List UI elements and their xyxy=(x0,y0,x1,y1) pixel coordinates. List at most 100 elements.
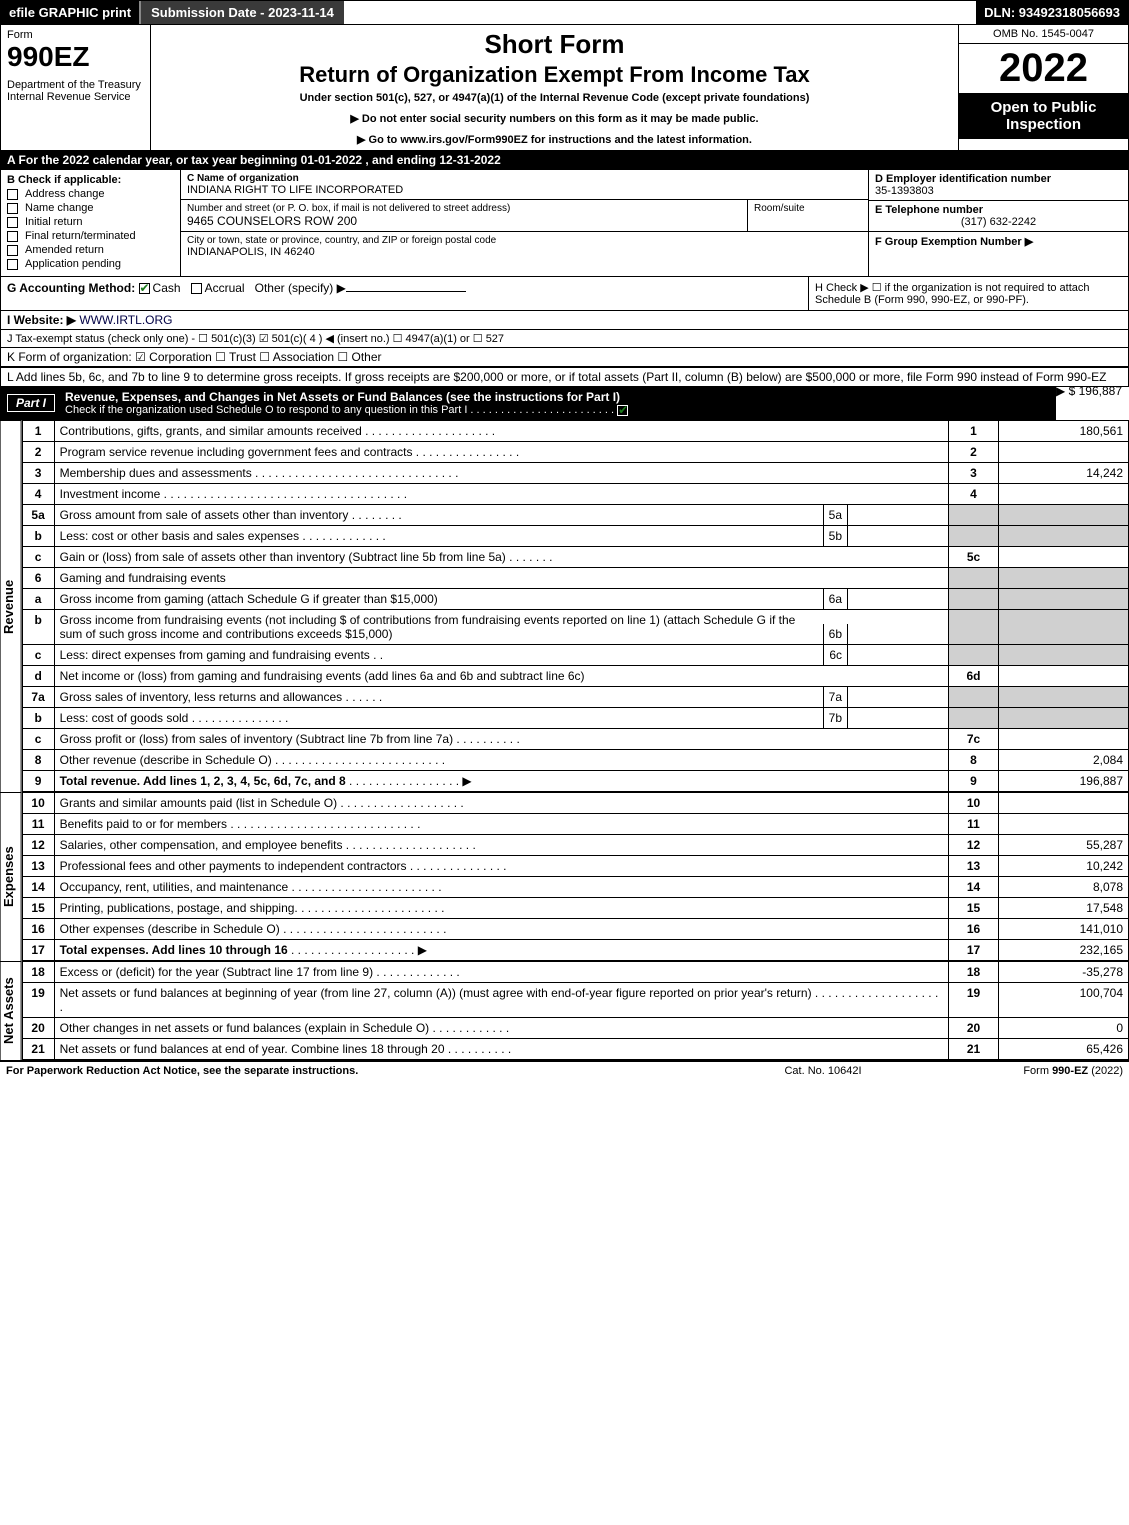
table-row: 10Grants and similar amounts paid (list … xyxy=(22,793,1128,814)
line-num: 6 xyxy=(22,568,54,589)
check-address[interactable]: Address change xyxy=(7,188,174,200)
org-name-block: C Name of organization INDIANA RIGHT TO … xyxy=(181,170,868,200)
line-text: Net assets or fund balances at end of ye… xyxy=(54,1039,948,1060)
expenses-sidelabel: Expenses xyxy=(0,792,22,961)
line-num: 10 xyxy=(22,793,54,814)
open-public: Open to Public Inspection xyxy=(959,93,1128,139)
line-text: Investment income . . . . . . . . . . . … xyxy=(54,484,948,505)
table-row: 1Contributions, gifts, grants, and simil… xyxy=(22,421,1128,442)
line-num: 7a xyxy=(22,687,54,708)
line-text: Professional fees and other payments to … xyxy=(54,856,948,877)
line-box: 10 xyxy=(949,793,999,814)
checkbox-cash-icon xyxy=(139,283,150,294)
shade-box xyxy=(949,505,999,526)
line-num: 5a xyxy=(22,505,54,526)
netassets-section: Net Assets 18Excess or (deficit) for the… xyxy=(0,961,1129,1060)
city-value: INDIANAPOLIS, IN 46240 xyxy=(187,246,862,258)
line-num: a xyxy=(22,589,54,610)
check-amended[interactable]: Amended return xyxy=(7,244,174,256)
checkbox-icon xyxy=(7,217,18,228)
line-amount: -35,278 xyxy=(999,962,1129,983)
line-box: 1 xyxy=(949,421,999,442)
l-text: L Add lines 5b, 6c, and 7b to line 9 to … xyxy=(7,370,1106,384)
ein-block: D Employer identification number 35-1393… xyxy=(869,170,1128,201)
revenue-table: 1Contributions, gifts, grants, and simil… xyxy=(22,420,1129,792)
line-g: G Accounting Method: Cash Accrual Other … xyxy=(1,277,808,310)
netassets-sidelabel: Net Assets xyxy=(0,961,22,1060)
line-gh: G Accounting Method: Cash Accrual Other … xyxy=(0,277,1129,311)
part-label: Part I xyxy=(7,394,55,412)
line-box: 9 xyxy=(949,771,999,792)
line-num: 14 xyxy=(22,877,54,898)
netassets-table: 18Excess or (deficit) for the year (Subt… xyxy=(22,961,1129,1060)
table-row: 8Other revenue (describe in Schedule O) … xyxy=(22,750,1128,771)
col-b: B Check if applicable: Address change Na… xyxy=(1,170,181,276)
line-text: Gross profit or (loss) from sales of inv… xyxy=(54,729,948,750)
shade-box xyxy=(949,589,999,610)
check-initial[interactable]: Initial return xyxy=(7,216,174,228)
line-text: Occupancy, rent, utilities, and maintena… xyxy=(54,877,948,898)
table-row: 11Benefits paid to or for members . . . … xyxy=(22,814,1128,835)
line-amount xyxy=(999,547,1129,568)
table-row: bLess: cost of goods sold . . . . . . . … xyxy=(22,708,1128,729)
line-num: b xyxy=(22,526,54,547)
line-k: K Form of organization: ☑ Corporation ☐ … xyxy=(0,348,1129,368)
line-box: 4 xyxy=(949,484,999,505)
section-bcd: B Check if applicable: Address change Na… xyxy=(0,170,1129,277)
line-text: Less: cost of goods sold . . . . . . . .… xyxy=(54,708,948,729)
line-box: 3 xyxy=(949,463,999,484)
line-text: Total expenses. Add lines 10 through 16 … xyxy=(54,940,948,961)
opt-label: Address change xyxy=(25,188,105,200)
expenses-section: Expenses 10Grants and similar amounts pa… xyxy=(0,792,1129,961)
sub-box: 7b xyxy=(823,708,848,728)
revenue-sidelabel: Revenue xyxy=(0,420,22,792)
line-num: 17 xyxy=(22,940,54,961)
table-row: 3Membership dues and assessments . . . .… xyxy=(22,463,1128,484)
table-row: bLess: cost or other basis and sales exp… xyxy=(22,526,1128,547)
website-link[interactable]: WWW.IRTL.ORG xyxy=(79,313,172,327)
table-row: 2Program service revenue including gover… xyxy=(22,442,1128,463)
check-pending[interactable]: Application pending xyxy=(7,258,174,270)
header-right: OMB No. 1545-0047 2022 Open to Public In… xyxy=(958,25,1128,150)
line-text: Total revenue. Add lines 1, 2, 3, 4, 5c,… xyxy=(54,771,948,792)
checkbox-icon xyxy=(7,259,18,270)
line-num: 19 xyxy=(22,983,54,1018)
line-amount xyxy=(999,793,1129,814)
line-amount: 55,287 xyxy=(999,835,1129,856)
table-row: 21Net assets or fund balances at end of … xyxy=(22,1039,1128,1060)
line-amount: 10,242 xyxy=(999,856,1129,877)
group-label: F Group Exemption Number ▶ xyxy=(875,235,1122,248)
line-amount: 180,561 xyxy=(999,421,1129,442)
table-row: dNet income or (loss) from gaming and fu… xyxy=(22,666,1128,687)
form-number: 990EZ xyxy=(7,41,144,73)
line-num: 15 xyxy=(22,898,54,919)
efile-label: efile GRAPHIC print xyxy=(1,1,139,24)
dln-label: DLN: 93492318056693 xyxy=(976,1,1128,24)
line-box: 7c xyxy=(949,729,999,750)
g-accrual: Accrual xyxy=(205,281,245,295)
table-row: 20Other changes in net assets or fund ba… xyxy=(22,1018,1128,1039)
addr-label: Number and street (or P. O. box, if mail… xyxy=(187,203,741,214)
line-text: Contributions, gifts, grants, and simila… xyxy=(54,421,948,442)
part-i-sub: Check if the organization used Schedule … xyxy=(65,404,467,416)
table-row: 16Other expenses (describe in Schedule O… xyxy=(22,919,1128,940)
table-row: aGross income from gaming (attach Schedu… xyxy=(22,589,1128,610)
ssn-note: ▶ Do not enter social security numbers o… xyxy=(155,112,954,125)
expenses-table: 10Grants and similar amounts paid (list … xyxy=(22,792,1129,961)
table-row: 6Gaming and fundraising events xyxy=(22,568,1128,589)
page-footer: For Paperwork Reduction Act Notice, see … xyxy=(0,1060,1129,1080)
line-num: 11 xyxy=(22,814,54,835)
g-other-line xyxy=(346,291,466,292)
tax-year: 2022 xyxy=(959,44,1128,93)
shade-amount xyxy=(999,568,1129,589)
check-name[interactable]: Name change xyxy=(7,202,174,214)
line-num: b xyxy=(22,708,54,729)
line-text: Other revenue (describe in Schedule O) .… xyxy=(54,750,948,771)
check-final[interactable]: Final return/terminated xyxy=(7,230,174,242)
line-amount: 65,426 xyxy=(999,1039,1129,1060)
line-num: 18 xyxy=(22,962,54,983)
return-title: Return of Organization Exempt From Incom… xyxy=(155,62,954,88)
line-box: 14 xyxy=(949,877,999,898)
line-amount xyxy=(999,666,1129,687)
line-text: Gain or (loss) from sale of assets other… xyxy=(54,547,948,568)
